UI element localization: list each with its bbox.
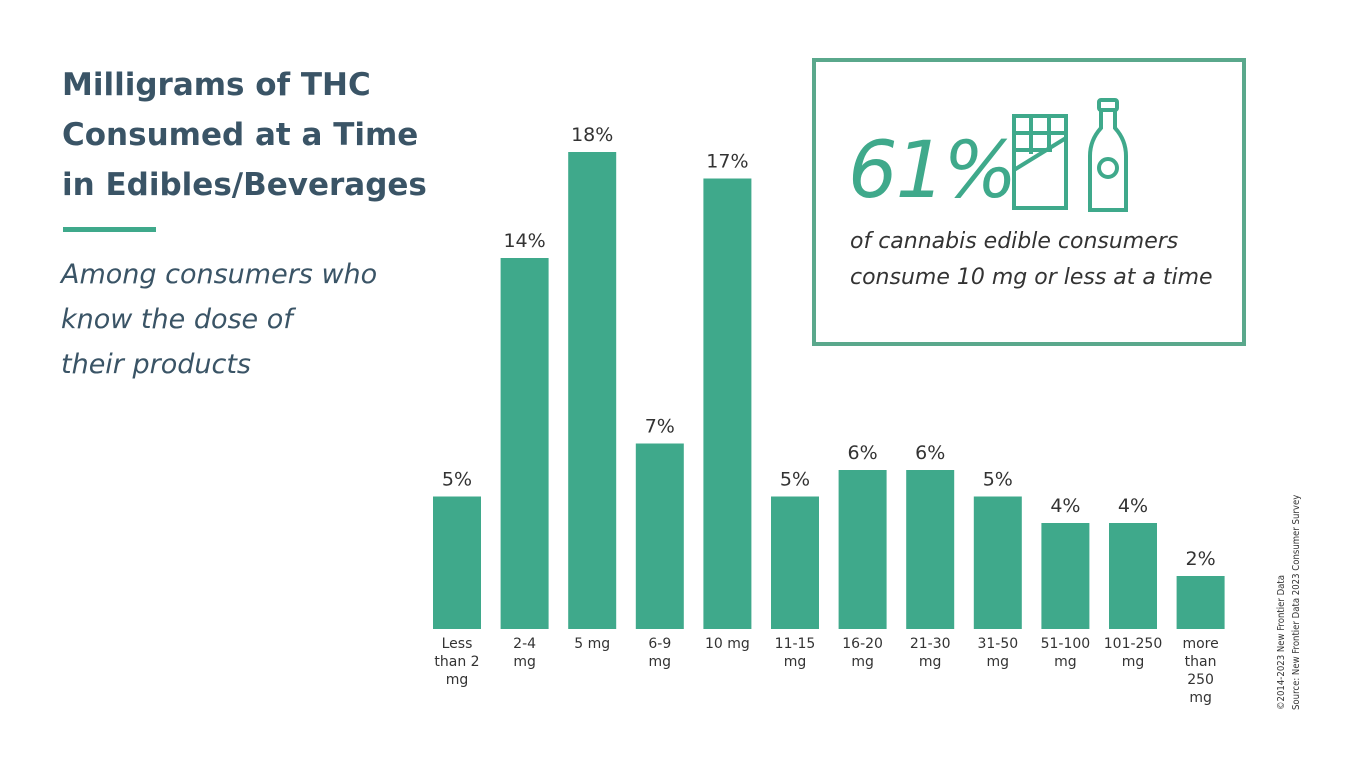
bar-7 [906, 470, 955, 629]
bar-value-label-10: 4% [1118, 495, 1148, 517]
bar-value-label-7: 6% [915, 442, 945, 464]
bar-6 [838, 470, 887, 629]
category-label-0: Less than 2 mg [434, 636, 479, 688]
title-line-1: Milligrams of THC [62, 67, 371, 103]
bar-value-label-0: 5% [442, 469, 472, 491]
callout-box: 61% of cannabis edible consumers consume… [812, 58, 1246, 346]
category-label-6: 16-20 mg [842, 636, 883, 670]
callout-text-line-1: of cannabis edible consumers [850, 229, 1179, 254]
bar-11 [1176, 576, 1225, 629]
bar-value-label-5: 5% [780, 469, 810, 491]
bar-1 [500, 258, 549, 629]
category-label-1: 2-4 mg [513, 636, 536, 670]
bar-10 [1109, 523, 1157, 629]
bar-3 [635, 443, 684, 629]
category-label-3: 6-9 mg [648, 636, 671, 670]
category-label-7: 21-30 mg [910, 636, 951, 670]
bar-9 [1041, 523, 1090, 629]
source-text: Source: New Frontier Data 2023 Consumer … [1291, 494, 1302, 710]
bar-value-label-2: 18% [571, 124, 613, 146]
bar-8 [973, 496, 1022, 629]
title-line-3: in Edibles/Beverages [62, 167, 427, 203]
category-label-2: 5 mg [574, 636, 610, 652]
bar-4 [703, 178, 752, 629]
subtitle-line-2: know the dose of [61, 304, 293, 335]
title-divider [63, 227, 156, 232]
chocolate-bar-icon [1012, 114, 1068, 210]
subtitle-line-3: their products [61, 349, 252, 380]
bar-value-label-1: 14% [503, 230, 545, 252]
category-label-9: 51-100 mg [1041, 636, 1091, 670]
category-label-11: more than 250 mg [1182, 636, 1218, 706]
chart-title: Milligrams of THC Consumed at a Time in … [62, 60, 482, 210]
bar-value-label-11: 2% [1186, 548, 1216, 570]
bar-5 [771, 496, 819, 629]
category-label-10: 101-250 mg [1104, 636, 1163, 670]
bar-2 [568, 152, 617, 629]
callout-text-line-2: consume 10 mg or less at a time [850, 265, 1213, 290]
bar-value-label-3: 7% [645, 416, 675, 438]
bar-0 [433, 496, 481, 629]
category-label-8: 31-50 mg [977, 636, 1018, 670]
chart-subtitle: Among consumers who know the dose of the… [61, 252, 461, 387]
callout-percentage: 61% [848, 126, 1017, 216]
bottle-icon [1088, 98, 1128, 212]
category-label-4: 10 mg [705, 636, 750, 652]
title-line-2: Consumed at a Time [62, 117, 419, 153]
source-note: ©2014-2023 New Frontier Data Source: New… [1274, 460, 1304, 710]
bar-value-label-8: 5% [983, 469, 1013, 491]
copyright-text: ©2014-2023 New Frontier Data [1276, 575, 1287, 710]
bar-value-label-9: 4% [1050, 495, 1080, 517]
subtitle-line-1: Among consumers who [61, 259, 378, 290]
callout-text: of cannabis edible consumers consume 10 … [850, 224, 1240, 296]
bar-value-label-6: 6% [848, 442, 878, 464]
bar-value-label-4: 17% [706, 151, 748, 173]
category-label-5: 11-15 mg [775, 636, 816, 670]
